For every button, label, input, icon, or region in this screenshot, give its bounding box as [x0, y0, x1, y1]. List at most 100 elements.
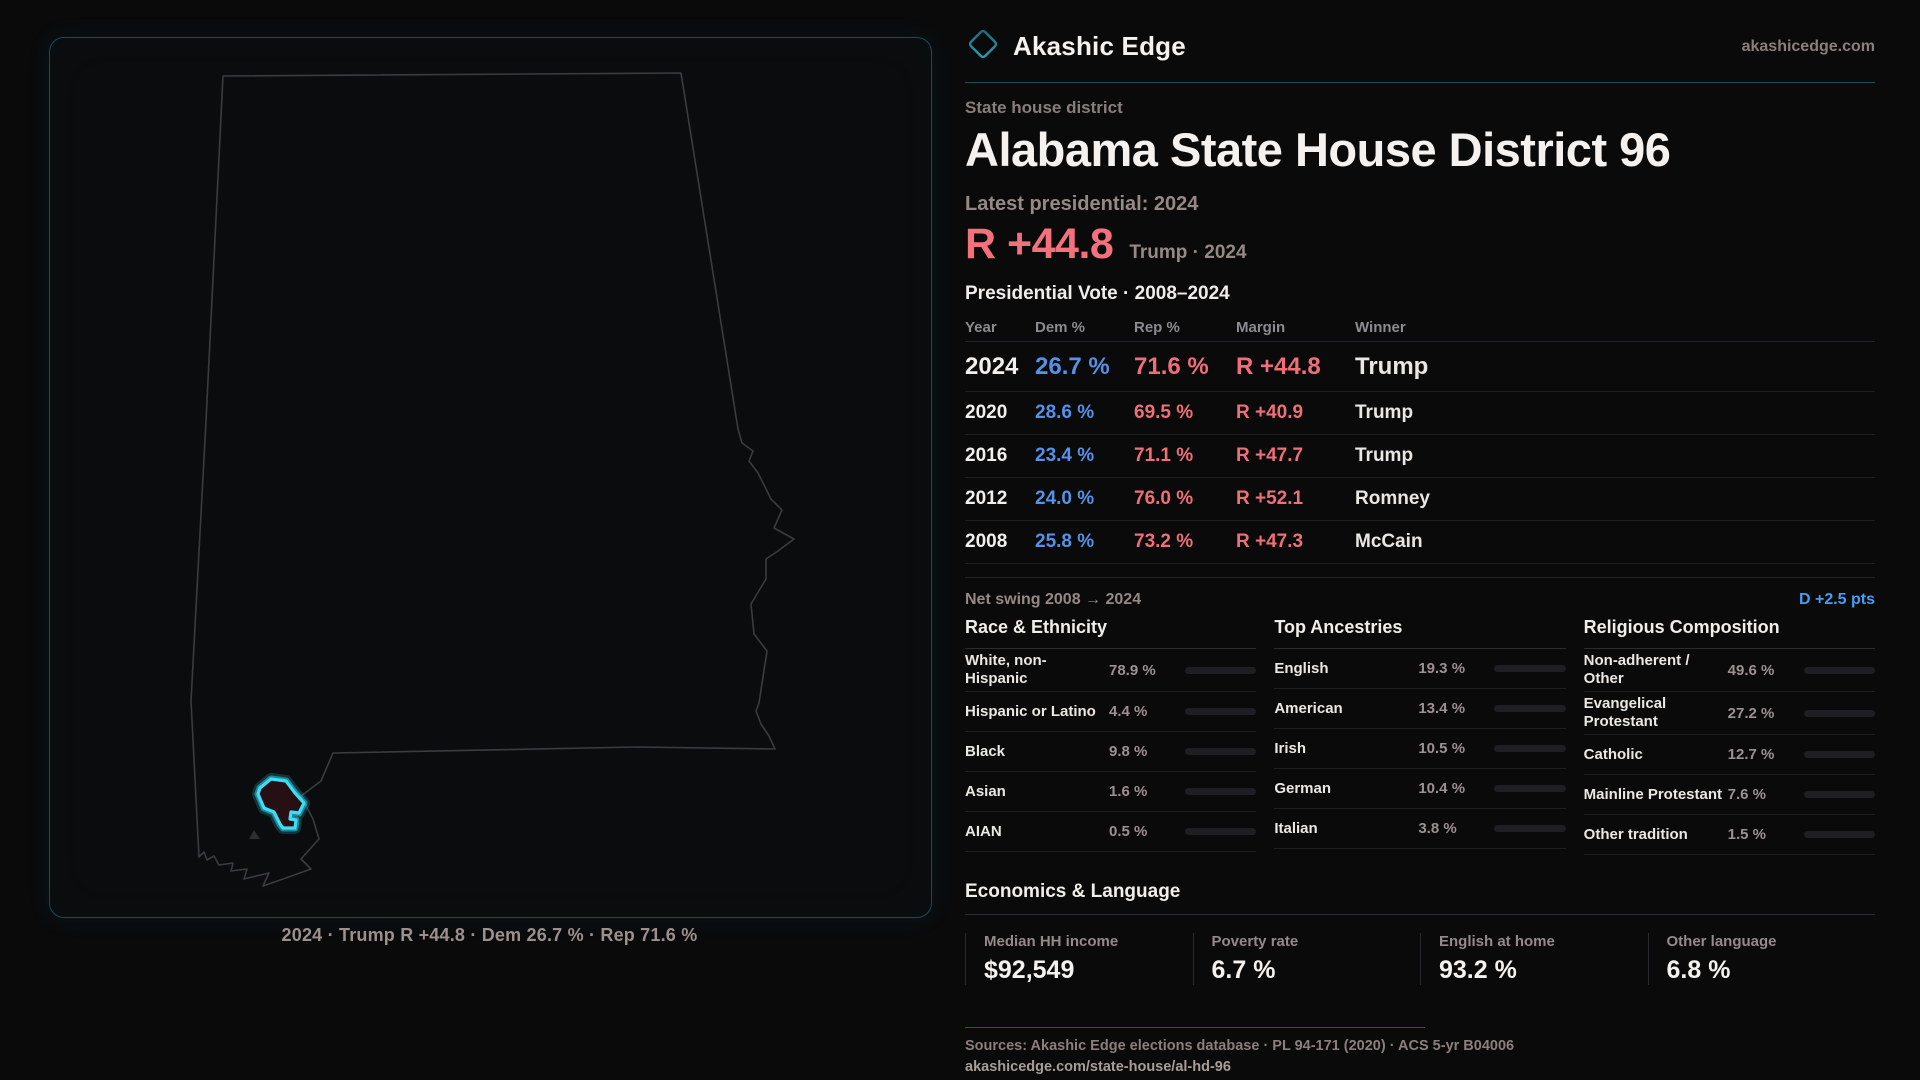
year-cell: 2020: [965, 402, 1008, 424]
table-row: 2016 23.4 % 71.1 % R +47.7 Trump: [965, 435, 1875, 479]
bar-track: [1494, 785, 1566, 793]
year-cell: 2012: [965, 488, 1008, 510]
bar-track: [1494, 665, 1566, 673]
demographic-row: Other tradition 1.5 %: [1583, 815, 1875, 856]
bar-track: [1185, 748, 1257, 756]
demographic-label: Irish: [1274, 739, 1307, 757]
col-margin: Margin: [1236, 318, 1286, 336]
demographic-label: American: [1274, 699, 1343, 717]
demographic-value: 1.6 %: [1109, 783, 1148, 801]
col-rep: Rep %: [1134, 318, 1180, 336]
demographic-label: Mainline Protestant: [1583, 785, 1723, 803]
economics-stat: Other language 6.8 %: [1647, 933, 1876, 986]
demographic-row: White, non-Hispanic 78.9 %: [965, 649, 1257, 693]
winner-cell: McCain: [1355, 531, 1423, 553]
demographic-row: Catholic 12.7 %: [1583, 735, 1875, 776]
district-96-shape[interactable]: [252, 773, 310, 834]
economics-stat: Poverty rate 6.7 %: [1192, 933, 1421, 986]
bar-track: [1185, 828, 1257, 836]
demographic-label: Other tradition: [1583, 825, 1688, 843]
table-row: 2012 24.0 % 76.0 % R +52.1 Romney: [965, 478, 1875, 522]
winner-cell: Trump: [1355, 402, 1414, 424]
bar-track: [1494, 745, 1566, 753]
table-row: 2008 25.8 % 73.2 % R +47.3 McCain: [965, 521, 1875, 565]
bar-track: [1494, 705, 1566, 713]
demographic-value: 7.6 %: [1727, 786, 1767, 804]
vote-table-header: Year Dem % Rep % Margin Winner: [965, 313, 1875, 343]
table-row: 2024 26.7 % 71.6 % R +44.8 Trump: [965, 342, 1875, 393]
demographic-label: Asian: [965, 782, 1006, 800]
dem-pct-cell: 23.4 %: [1035, 445, 1095, 467]
demographic-label: English: [1274, 659, 1329, 677]
demographic-row: English 19.3 %: [1274, 649, 1566, 690]
demographic-value: 10.4 %: [1418, 780, 1466, 798]
district-kicker: State house district: [965, 98, 1123, 117]
demographic-row: Italian 3.8 %: [1274, 809, 1566, 850]
stat-label: Poverty rate: [1211, 933, 1299, 951]
winner-cell: Trump: [1355, 445, 1414, 467]
race-ethnicity-panel: Race & Ethnicity White, non-Hispanic 78.…: [965, 617, 1257, 855]
demographic-value: 1.5 %: [1727, 826, 1767, 844]
demographic-label: Non-adherent / Other: [1583, 652, 1690, 688]
rep-pct-cell: 73.2 %: [1134, 531, 1194, 553]
net-swing-row: Net swing 2008 → 2024 D +2.5 pts: [965, 577, 1875, 609]
winner-cell: Trump: [1355, 352, 1429, 380]
race-ethnicity-rows: White, non-Hispanic 78.9 % Hispanic or L…: [965, 649, 1257, 853]
top-ancestries-title: Top Ancestries: [1274, 617, 1566, 650]
rep-pct-cell: 76.0 %: [1134, 488, 1194, 510]
demographic-row: American 13.4 %: [1274, 689, 1566, 730]
bar-track: [1803, 791, 1875, 799]
economics-stat: English at home 93.2 %: [1420, 933, 1648, 986]
rep-pct-cell: 69.5 %: [1134, 402, 1194, 424]
sources-text: Sources: Akashic Edge elections database…: [965, 1038, 1515, 1055]
header-divider: [965, 82, 1875, 83]
alabama-map: [190, 72, 795, 887]
bar-track: [1185, 708, 1257, 716]
net-swing-value: D +2.5 pts: [1798, 591, 1875, 609]
religious-composition-panel: Religious Composition Non-adherent / Oth…: [1583, 617, 1875, 856]
demographic-value: 3.8 %: [1418, 820, 1457, 838]
bar-track: [1185, 788, 1257, 796]
demographic-value: 49.6 %: [1727, 661, 1775, 679]
religious-composition-rows: Non-adherent / Other 49.6 % Evangelical …: [1583, 649, 1875, 856]
vote-table-body: 2024 26.7 % 71.6 % R +44.8 Trump 2020 28…: [965, 342, 1875, 565]
bar-track: [1803, 709, 1875, 717]
demographic-row: Mainline Protestant 7.6 %: [1583, 775, 1875, 816]
bar-track: [1803, 831, 1875, 839]
stat-value: 6.7 %: [1211, 956, 1276, 985]
dem-pct-cell: 24.0 %: [1035, 488, 1095, 510]
demographic-label: Black: [965, 742, 1006, 760]
stat-label: English at home: [1439, 933, 1555, 951]
table-row: 2020 28.6 % 69.5 % R +40.9 Trump: [965, 392, 1875, 436]
map-fragment: [249, 830, 260, 839]
permalink-url[interactable]: akashicedge.com/state-house/al-hd-96: [965, 1059, 1231, 1076]
bar-track: [1803, 666, 1875, 674]
race-ethnicity-title: Race & Ethnicity: [965, 617, 1257, 650]
demographic-label: Catholic: [1583, 745, 1643, 763]
col-year: Year: [965, 318, 997, 336]
brand-header: Akashic Edge akashicedge.com: [965, 26, 1875, 67]
alabama-state-outline: [190, 72, 795, 887]
demographic-row: Asian 1.6 %: [965, 772, 1257, 813]
demographic-label: White, non-Hispanic: [965, 652, 1047, 688]
stat-label: Median HH income: [984, 933, 1119, 951]
page-title: Alabama State House District 96: [965, 123, 1671, 176]
latest-margin-subtext: Trump · 2024: [1129, 242, 1247, 264]
demographic-row: Irish 10.5 %: [1274, 729, 1566, 770]
brand-name: Akashic Edge: [1013, 31, 1186, 61]
stat-label: Other language: [1666, 933, 1777, 951]
demographic-value: 12.7 %: [1727, 746, 1775, 764]
demographic-row: Evangelical Protestant 27.2 %: [1583, 692, 1875, 736]
net-swing-label: Net swing 2008 → 2024: [965, 591, 1142, 609]
demographic-value: 27.2 %: [1727, 704, 1775, 722]
latest-presidential-label: Latest presidential: 2024: [965, 193, 1199, 216]
brand-domain-link[interactable]: akashicedge.com: [1741, 37, 1875, 55]
economics-title: Economics & Language: [965, 881, 1875, 916]
footer-divider: [965, 1027, 1425, 1029]
demographic-value: 13.4 %: [1418, 700, 1466, 718]
demographic-row: Non-adherent / Other 49.6 %: [1583, 649, 1875, 693]
rep-pct-cell: 71.6 %: [1134, 352, 1209, 380]
year-cell: 2008: [965, 531, 1008, 553]
demographic-value: 9.8 %: [1109, 743, 1148, 761]
economics-stat: Median HH income $92,549: [965, 933, 1193, 986]
